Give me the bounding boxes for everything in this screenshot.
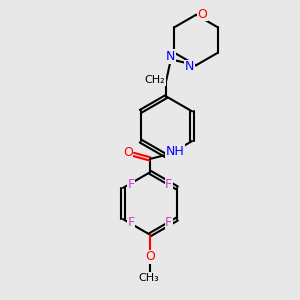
Text: CH₂: CH₂ <box>145 75 165 85</box>
Text: F: F <box>128 216 135 229</box>
Text: CH₃: CH₃ <box>139 273 160 283</box>
Text: NH: NH <box>166 145 184 158</box>
Text: O: O <box>123 146 133 160</box>
Text: O: O <box>145 250 155 263</box>
Text: F: F <box>165 216 172 229</box>
Text: N: N <box>166 50 176 63</box>
Text: F: F <box>128 178 135 191</box>
Text: O: O <box>198 8 208 21</box>
Text: F: F <box>165 178 172 191</box>
Text: N: N <box>185 60 194 73</box>
